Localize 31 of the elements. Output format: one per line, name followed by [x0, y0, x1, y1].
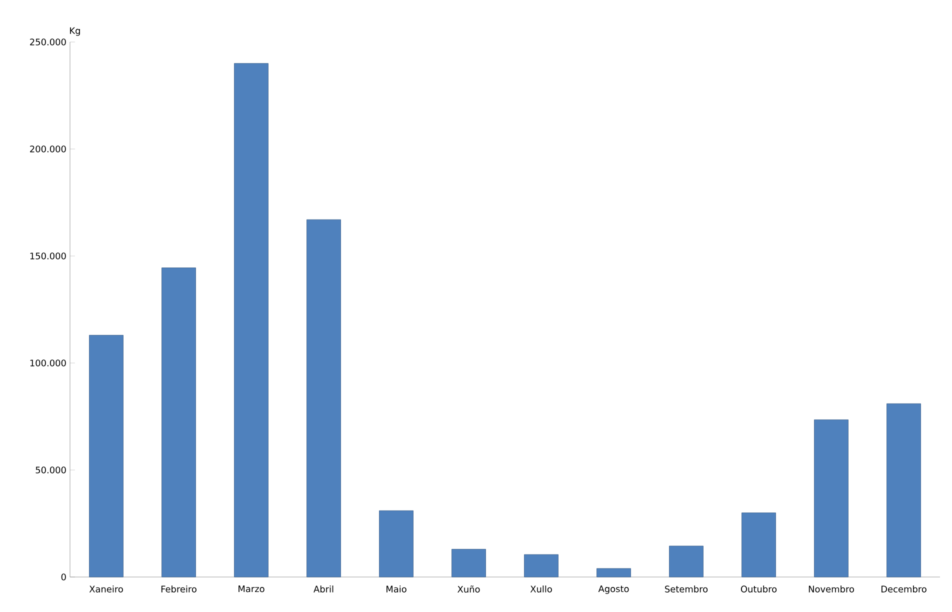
- x-tick-label: Xaneiro: [89, 586, 123, 592]
- bar: [89, 334, 124, 578]
- bar: [669, 546, 704, 578]
- bar: [886, 403, 921, 578]
- x-tick-label: Decembro: [882, 586, 926, 592]
- y-tick-label: 50.000: [36, 466, 66, 474]
- x-tick-label: Marzo: [238, 586, 264, 592]
- x-tick-label: Maio: [386, 586, 406, 592]
- x-tick-label: Abril: [314, 586, 334, 592]
- bar: [742, 512, 776, 578]
- x-tick-label: Agosto: [598, 586, 629, 594]
- x-tick-label: Febreiro: [161, 586, 196, 592]
- bar: [452, 548, 486, 578]
- x-tick-label: Outubro: [740, 586, 777, 592]
- bar: [814, 420, 848, 578]
- y-axis-title: Kg: [70, 27, 80, 36]
- bar: [234, 63, 268, 578]
- bar: [379, 510, 414, 578]
- x-tick-label: Novembro: [808, 586, 854, 592]
- y-tick-label: 250.000: [30, 38, 66, 46]
- y-tick-label: 200.000: [30, 146, 66, 152]
- bar: [524, 554, 558, 578]
- bar: [596, 568, 631, 578]
- bar: [306, 219, 341, 578]
- y-tick-label: 100.000: [30, 360, 66, 366]
- x-tick-label: Setembro: [665, 586, 708, 592]
- x-tick-label: Xullo: [530, 586, 552, 592]
- y-tick-label: 0: [61, 574, 66, 580]
- bar: [162, 268, 196, 578]
- x-tick-label: Xuño: [458, 586, 480, 593]
- y-tick-label: 150.000: [30, 252, 66, 260]
